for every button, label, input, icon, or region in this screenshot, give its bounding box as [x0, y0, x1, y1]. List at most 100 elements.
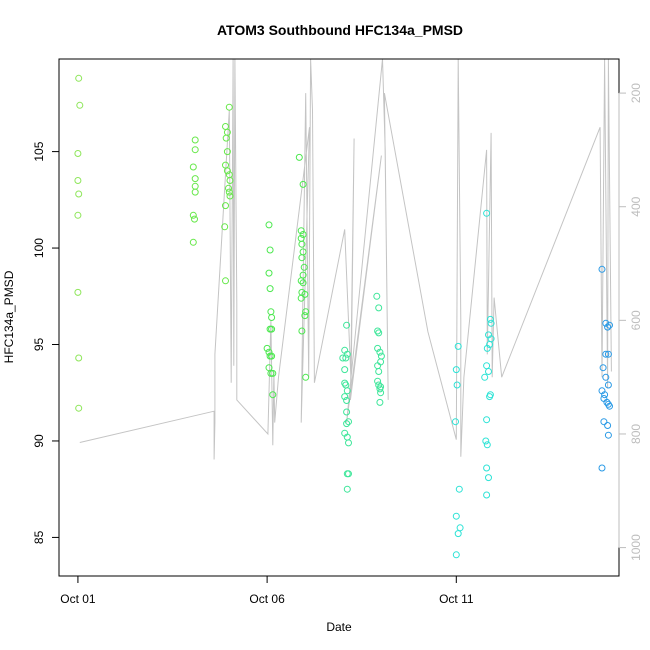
data-point: [376, 348, 384, 356]
data-point: [374, 377, 382, 385]
data-point: [221, 223, 229, 231]
x-tick-label: Oct 11: [439, 592, 474, 606]
data-point: [265, 364, 273, 372]
right-y-axis: 200 400 600 800 1000: [618, 83, 643, 561]
data-point: [75, 354, 83, 362]
data-point: [375, 329, 383, 337]
data-point: [191, 136, 199, 144]
data-point: [453, 381, 461, 389]
y-axis: 85 90 95 100 105: [32, 141, 60, 544]
data-point: [299, 231, 307, 238]
data-point: [599, 364, 607, 372]
data-point: [191, 146, 199, 154]
data-point: [452, 366, 460, 374]
data-point: [483, 464, 491, 472]
data-point: [485, 368, 492, 375]
data-point: [191, 175, 199, 183]
data-point: [343, 350, 351, 358]
data-point: [485, 474, 492, 482]
data-point: [602, 350, 610, 358]
data-point: [266, 285, 274, 293]
data-point: [222, 202, 229, 210]
data-point: [602, 373, 610, 381]
data-point: [191, 188, 199, 196]
data-point: [226, 192, 234, 200]
data-point: [222, 123, 229, 130]
data-point: [483, 209, 491, 217]
data-point: [487, 319, 495, 327]
data-point: [452, 551, 460, 559]
data-point: [486, 393, 494, 401]
data-point: [298, 327, 306, 335]
data-point: [300, 263, 308, 271]
right-tick-label: 200: [629, 83, 643, 103]
data-point: [225, 188, 233, 196]
data-point: [269, 391, 277, 399]
data-point: [452, 418, 459, 426]
data-point: [75, 74, 83, 82]
data-point: [604, 350, 612, 358]
data-point: [263, 344, 271, 352]
line-series: [79, 58, 612, 460]
data-point: [377, 389, 385, 397]
data-point: [267, 308, 275, 316]
data-point: [342, 381, 350, 389]
data-point: [375, 304, 383, 312]
data-point: [267, 369, 275, 377]
data-point: [455, 485, 463, 493]
data-point: [375, 381, 383, 389]
data-point: [74, 177, 82, 184]
data-point: [74, 211, 82, 219]
data-point: [481, 373, 489, 381]
data-point: [268, 314, 276, 321]
y-tick-label: 95: [32, 338, 46, 352]
data-point: [345, 418, 352, 426]
data-point: [343, 485, 351, 493]
data-point: [602, 319, 610, 327]
data-point: [76, 101, 84, 109]
data-point: [222, 277, 229, 285]
data-point: [604, 431, 612, 439]
data-point: [297, 227, 305, 235]
y-tick-label: 85: [32, 530, 46, 544]
data-point: [483, 491, 491, 499]
data-point: [223, 148, 231, 156]
data-point: [483, 416, 491, 424]
data-point: [298, 240, 306, 248]
data-point: [483, 441, 491, 449]
data-point: [265, 221, 273, 229]
data-point: [302, 308, 310, 316]
data-point: [265, 269, 273, 277]
right-tick-label: 800: [629, 424, 643, 444]
data-point: [341, 393, 349, 401]
chart-title: ATOM3 Southbound HFC134a_PMSD: [217, 22, 463, 38]
y-tick-label: 100: [32, 238, 46, 258]
data-point: [298, 254, 306, 262]
plot-frame: [58, 58, 620, 577]
data-point: [74, 288, 82, 296]
data-point: [483, 362, 491, 370]
data-point: [601, 391, 609, 399]
data-point: [339, 354, 347, 362]
data-point: [343, 387, 351, 395]
data-point: [454, 530, 462, 538]
data-point: [295, 153, 303, 161]
data-point: [376, 398, 384, 406]
data-point: [302, 373, 310, 381]
right-tick-label: 1000: [629, 534, 643, 561]
data-point: [454, 342, 462, 350]
data-point: [486, 315, 494, 323]
data-point: [75, 190, 83, 198]
right-tick-label: 400: [629, 196, 643, 216]
data-point: [343, 397, 351, 404]
data-point: [266, 325, 274, 333]
data-point: [374, 344, 382, 352]
data-point: [456, 524, 464, 532]
data-point: [268, 352, 276, 360]
data-point: [74, 150, 82, 157]
data-point: [483, 344, 491, 352]
data-point: [297, 277, 305, 285]
data-point: [482, 437, 490, 445]
data-point: [189, 211, 197, 219]
